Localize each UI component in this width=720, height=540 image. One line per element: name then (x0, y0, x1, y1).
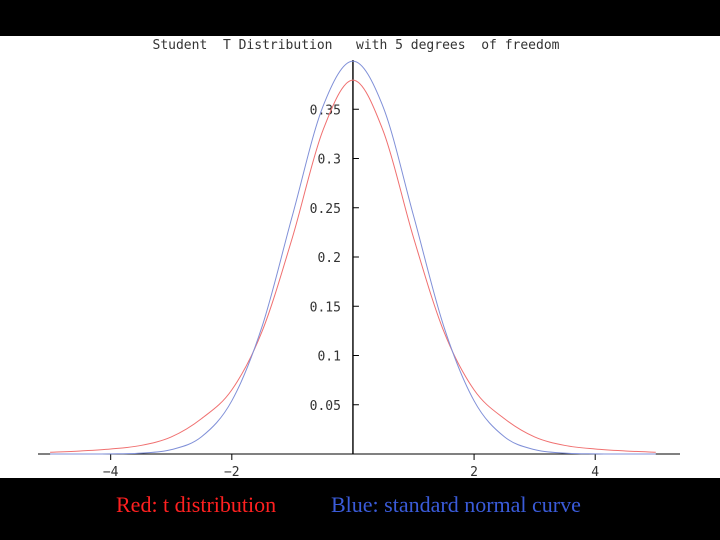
x-tick-label: −2 (224, 465, 240, 478)
x-tick-label: 2 (470, 465, 478, 478)
plot-panel: Student T Distribution with 5 degrees of… (0, 36, 720, 478)
y-tick-label: 0.25 (310, 202, 341, 217)
chart-title: Student T Distribution with 5 degrees of… (153, 38, 560, 53)
y-tick-label: 0.15 (310, 300, 341, 315)
x-tick-label: 4 (591, 465, 599, 478)
t-distribution-curve (50, 79, 656, 453)
y-tick-label: 0.35 (310, 103, 341, 118)
y-tick-label: 0.2 (317, 251, 340, 266)
legend-t-distribution: Red: t distribution (116, 492, 277, 517)
axis-ticks: −4 −2 2 4 0.05 0.1 0.15 0.2 0.25 0.3 0.35 (103, 103, 599, 478)
y-tick-label: 0.3 (317, 153, 340, 168)
normal-curve (50, 60, 656, 455)
x-tick-label: −4 (103, 465, 119, 478)
legend: Red: t distribution Blue: standard norma… (0, 488, 720, 524)
t-distribution-chart: Student T Distribution with 5 degrees of… (38, 38, 680, 478)
y-tick-label: 0.05 (310, 399, 341, 414)
y-tick-label: 0.1 (317, 350, 340, 365)
series-layer (50, 60, 656, 455)
axes (38, 60, 680, 455)
legend-standard-normal: Blue: standard normal curve (331, 492, 581, 517)
